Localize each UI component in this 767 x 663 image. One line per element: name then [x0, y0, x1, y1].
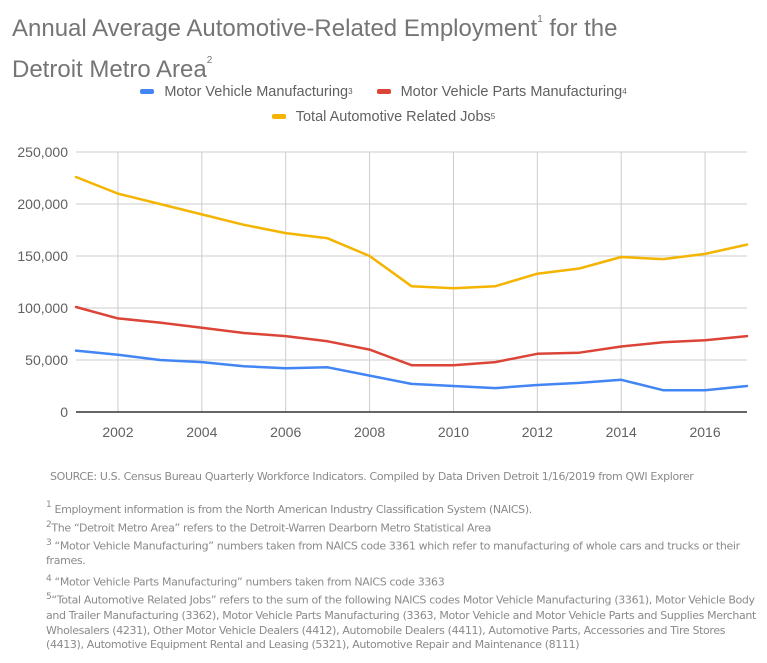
legend-label: Motor Vehicle Manufacturing	[164, 83, 349, 100]
x-tick-label: 2010	[438, 424, 469, 440]
y-tick-label: 50,000	[25, 352, 68, 368]
footnote-number: 4	[46, 574, 52, 585]
footnote-text: Employment information is from the North…	[54, 503, 533, 516]
x-tick-label: 2008	[354, 424, 385, 440]
y-tick-label: 100,000	[17, 300, 68, 316]
footnote-text: “Motor Vehicle Parts Manufacturing” numb…	[51, 575, 445, 589]
x-tick-label: 2016	[689, 424, 720, 440]
title-footnote-1: 1	[537, 14, 543, 25]
legend-row-1: Motor Vehicle Manufacturing 3 Motor Vehic…	[0, 82, 767, 100]
source-note: SOURCE: U.S. Census Bureau Quarterly Wor…	[50, 470, 694, 483]
legend-item-parts-mfg[interactable]: Motor Vehicle Parts Manufacturing 4	[376, 83, 627, 100]
title-line1: Annual Average Automotive-Related Employ…	[12, 15, 538, 42]
legend-swatch-red	[376, 89, 391, 94]
footnotes: 1 Employment information is from the Nor…	[46, 498, 756, 653]
chart-title: Annual Average Automotive-Related Employ…	[12, 4, 752, 86]
legend-swatch-gold	[271, 114, 286, 119]
footnote-1: 1 Employment information is from the Nor…	[46, 498, 756, 518]
x-tick-label: 2004	[186, 424, 217, 440]
footnote-5: 5“Total Automotive Related Jobs” refers …	[46, 590, 756, 652]
line-chart: 0 50,000 100,000 150,000 200,000 250,000 2002 2…	[17, 144, 749, 440]
series-line-motor-vehicle-manufacturing	[74, 349, 749, 392]
legend-label: Total Automotive Related Jobs	[295, 108, 491, 125]
y-tick-label: 0	[60, 404, 68, 420]
legend-footnote: 4	[622, 87, 627, 96]
y-tick-label: 150,000	[17, 248, 68, 264]
footnote-4: 4 “Motor Vehicle Parts Manufacturing” nu…	[46, 572, 756, 590]
footnote-2: 2The “Detroit Metro Area” refers to the …	[46, 518, 756, 536]
footnote-3: 3 “Motor Vehicle Manufacturing” numbers …	[46, 536, 756, 569]
title-line2: Detroit Metro Area	[12, 56, 207, 83]
x-tick-label: 2012	[522, 424, 553, 440]
legend-item-motor-vehicle-mfg[interactable]: Motor Vehicle Manufacturing 3	[140, 83, 353, 100]
footnote-text: The “Detroit Metro Area” refers to the D…	[51, 521, 491, 535]
legend-footnote: 3	[348, 87, 353, 96]
y-tick-label: 250,000	[17, 144, 68, 160]
footnote-number: 3	[46, 538, 52, 549]
legend-row-2: Total Automotive Related Jobs 5	[0, 107, 767, 125]
footnote-text: “Motor Vehicle Manufacturing” numbers ta…	[46, 539, 740, 568]
footnote-text: “Total Automotive Related Jobs” refers t…	[46, 594, 756, 652]
legend-footnote: 5	[490, 112, 496, 121]
title-footnote-2: 2	[206, 55, 213, 66]
legend-item-total-jobs[interactable]: Total Automotive Related Jobs 5	[271, 108, 496, 125]
legend-label: Motor Vehicle Parts Manufacturing	[400, 83, 623, 100]
x-tick-label: 2006	[270, 424, 301, 440]
x-tick-label: 2014	[606, 424, 637, 440]
y-tick-label: 200,000	[17, 196, 68, 212]
footnote-number: 2	[46, 519, 52, 530]
footnote-number: 1	[46, 500, 52, 510]
title-line1-end: for the	[542, 15, 618, 42]
legend-swatch-blue	[140, 89, 155, 94]
x-tick-label: 2002	[102, 424, 133, 440]
footnote-number: 5	[46, 592, 52, 603]
series-line-total-automotive-related-jobs	[74, 175, 749, 290]
series-line-motor-vehicle-parts-manufacturing	[74, 305, 749, 367]
